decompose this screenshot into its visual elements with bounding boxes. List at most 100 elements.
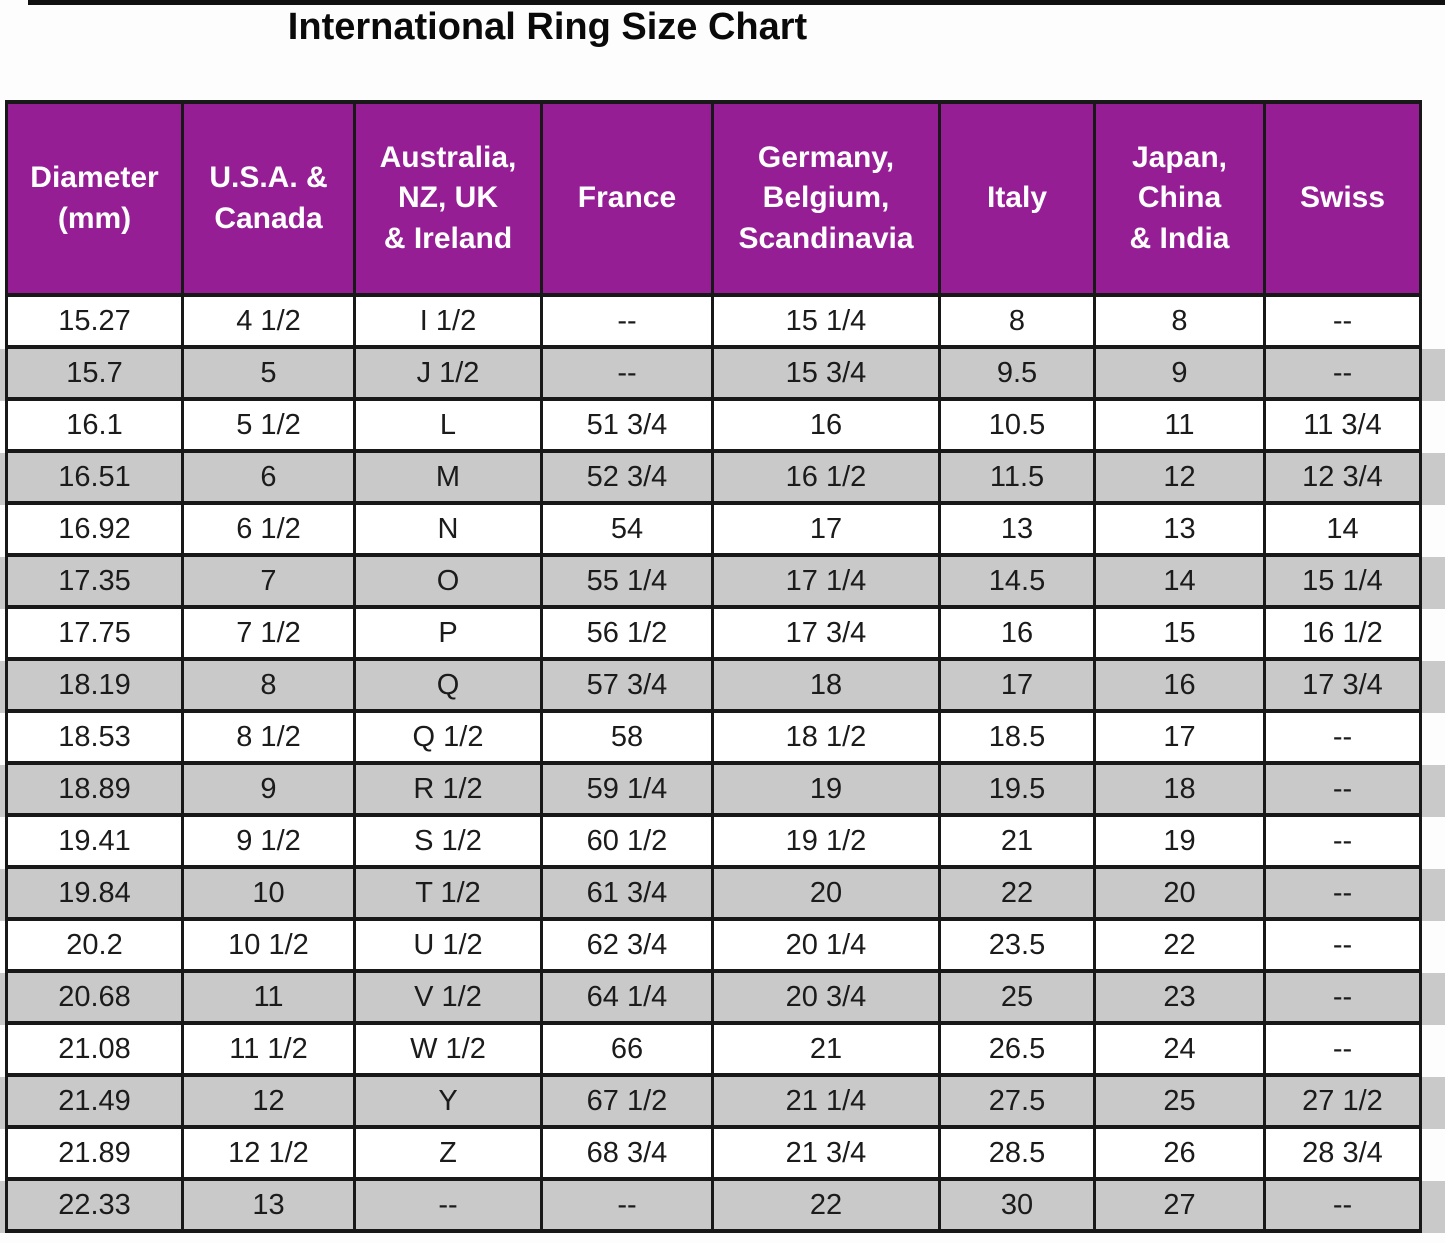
table-row: 15.7 5 J 1/2 -- 15 3/4 9.5 9 -- — [5, 345, 1422, 401]
table-cell: 24 — [1093, 1021, 1266, 1077]
table-cell: 6 — [181, 449, 356, 505]
table-cell: 68 3/4 — [540, 1125, 714, 1181]
header-cell-7: Swiss — [1263, 100, 1422, 297]
table-cell: 9.5 — [938, 345, 1096, 401]
table-cell: 17 1/4 — [711, 553, 941, 609]
table-row: 18.53 8 1/2 Q 1/2 58 18 1/2 18.5 17 -- — [5, 709, 1422, 765]
table-row: 22.33 13 -- -- 22 30 27 -- — [5, 1177, 1422, 1233]
table-cell: -- — [353, 1177, 543, 1233]
table-row: 19.84 10 T 1/2 61 3/4 20 22 20 -- — [5, 865, 1422, 921]
table-cell: 12 — [181, 1073, 356, 1129]
header-cell-3: France — [540, 100, 714, 297]
table-cell: Q — [353, 657, 543, 713]
table-cell: 11 1/2 — [181, 1021, 356, 1077]
table-row: 21.08 11 1/2 W 1/2 66 21 26.5 24 -- — [5, 1021, 1422, 1077]
table-cell: 10 — [181, 865, 356, 921]
table-cell: 14 — [1263, 501, 1422, 557]
table-cell: 21.89 — [5, 1125, 184, 1181]
header-cell-5: Italy — [938, 100, 1096, 297]
table-cell: N — [353, 501, 543, 557]
stripe-bleed-left — [0, 297, 6, 1237]
table-row: 15.27 4 1/2 I 1/2 -- 15 1/4 8 8 -- — [5, 293, 1422, 349]
table-cell: 51 3/4 — [540, 397, 714, 453]
table-cell: 18 1/2 — [711, 709, 941, 765]
table-cell: 67 1/2 — [540, 1073, 714, 1129]
table-cell: 16.92 — [5, 501, 184, 557]
table-cell: 28.5 — [938, 1125, 1096, 1181]
table-cell: 20 — [1093, 865, 1266, 921]
table-cell: -- — [1263, 969, 1422, 1025]
table-cell: -- — [1263, 1021, 1422, 1077]
table-cell: 20 — [711, 865, 941, 921]
table-cell: -- — [1263, 1177, 1422, 1233]
table-cell: 8 — [1093, 293, 1266, 349]
table-cell: U 1/2 — [353, 917, 543, 973]
table-cell: 20 3/4 — [711, 969, 941, 1025]
table-cell: -- — [1263, 813, 1422, 869]
page-title: International Ring Size Chart — [287, 6, 808, 48]
header-cell-2: Australia, NZ, UK & Ireland — [353, 100, 543, 297]
table-cell: Q 1/2 — [353, 709, 543, 765]
table-cell: 15 1/4 — [1263, 553, 1422, 609]
header-cell-4: Germany, Belgium, Scandinavia — [711, 100, 941, 297]
table-cell: 11 — [1093, 397, 1266, 453]
table-cell: 26.5 — [938, 1021, 1096, 1077]
table-cell: Z — [353, 1125, 543, 1181]
table-cell: 16.1 — [5, 397, 184, 453]
table-cell: 27.5 — [938, 1073, 1096, 1129]
table-cell: S 1/2 — [353, 813, 543, 869]
table-cell: P — [353, 605, 543, 661]
table-cell: 13 — [1093, 501, 1266, 557]
table-cell: 19 1/2 — [711, 813, 941, 869]
table-cell: 28 3/4 — [1263, 1125, 1422, 1181]
table-cell: 64 1/4 — [540, 969, 714, 1025]
table-cell: 22 — [938, 865, 1096, 921]
table-cell: 22 — [1093, 917, 1266, 973]
table-cell: 19.84 — [5, 865, 184, 921]
ring-size-table: Diameter (mm) U.S.A. & Canada Australia, N… — [5, 100, 1422, 1233]
table-body: 15.27 4 1/2 I 1/2 -- 15 1/4 8 8 -- 15.7 5 J 1/2 -- 1… — [5, 293, 1422, 1233]
table-row: 16.1 5 1/2 L 51 3/4 16 10.5 11 11 3/4 — [5, 397, 1422, 453]
table-cell: -- — [1263, 865, 1422, 921]
table-cell: 55 1/4 — [540, 553, 714, 609]
table-cell: 21.49 — [5, 1073, 184, 1129]
table-row: 16.51 6 M 52 3/4 16 1/2 11.5 12 12 3/4 — [5, 449, 1422, 505]
table-cell: 15 — [1093, 605, 1266, 661]
table-cell: -- — [1263, 917, 1422, 973]
table-cell: 23.5 — [938, 917, 1096, 973]
table-cell: 12 — [1093, 449, 1266, 505]
table-cell: 21 — [938, 813, 1096, 869]
table-row: 21.49 12 Y 67 1/2 21 1/4 27.5 25 27 1/2 — [5, 1073, 1422, 1129]
table-cell: 19.5 — [938, 761, 1096, 817]
header-cell-0: Diameter (mm) — [5, 100, 184, 297]
table-cell: -- — [540, 1177, 714, 1233]
table-cell: 17 3/4 — [1263, 657, 1422, 713]
table-cell: 12 1/2 — [181, 1125, 356, 1181]
table-cell: 4 1/2 — [181, 293, 356, 349]
header-cell-6: Japan, China & India — [1093, 100, 1266, 297]
table-cell: 17.75 — [5, 605, 184, 661]
table-row: 20.68 11 V 1/2 64 1/4 20 3/4 25 23 -- — [5, 969, 1422, 1025]
table-cell: 5 1/2 — [181, 397, 356, 453]
table-cell: 9 — [1093, 345, 1266, 401]
table-cell: 66 — [540, 1021, 714, 1077]
table-row: 17.35 7 O 55 1/4 17 1/4 14.5 14 15 1/4 — [5, 553, 1422, 609]
table-cell: 59 1/4 — [540, 761, 714, 817]
table-cell: 15.27 — [5, 293, 184, 349]
table-cell: 20 1/4 — [711, 917, 941, 973]
table-cell: 15.7 — [5, 345, 184, 401]
table-cell: 9 — [181, 761, 356, 817]
table-cell: W 1/2 — [353, 1021, 543, 1077]
table-cell: 5 — [181, 345, 356, 401]
table-cell: 21 1/4 — [711, 1073, 941, 1129]
table-cell: 56 1/2 — [540, 605, 714, 661]
table-cell: 62 3/4 — [540, 917, 714, 973]
table-cell: 18.89 — [5, 761, 184, 817]
table-cell: L — [353, 397, 543, 453]
table-cell: 61 3/4 — [540, 865, 714, 921]
table-cell: 18 — [711, 657, 941, 713]
table-cell: 19.41 — [5, 813, 184, 869]
table-cell: 12 3/4 — [1263, 449, 1422, 505]
table-cell: M — [353, 449, 543, 505]
